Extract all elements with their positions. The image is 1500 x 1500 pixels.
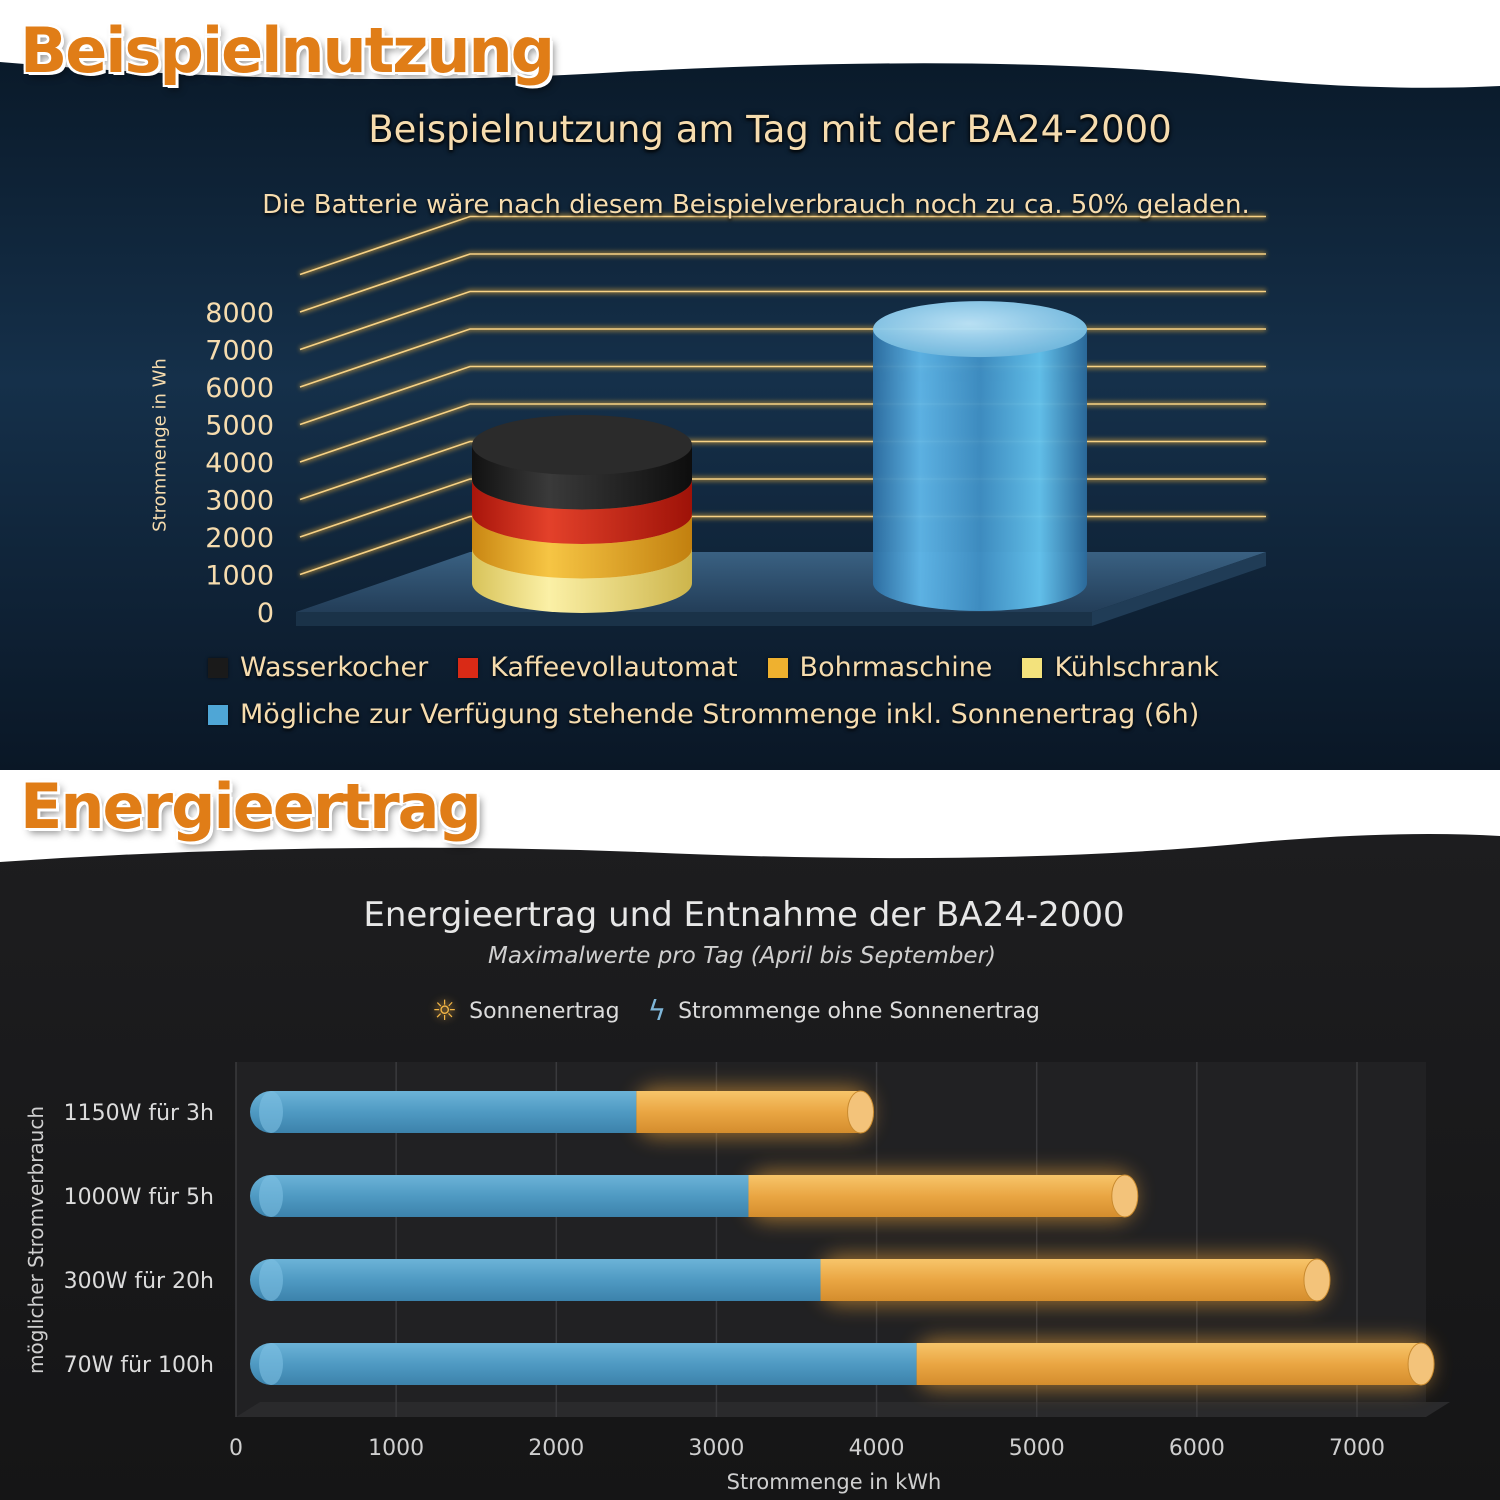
legend-swatch <box>208 657 228 678</box>
category-label: 1000W für 5h <box>64 1185 214 1210</box>
banner-yield: Energieertrag <box>20 770 482 843</box>
legend-swatch <box>767 657 788 678</box>
chart-panel-yield: 0 1000 2000 3000 4000 5000 6000 7000 1150W für 3… <box>0 770 1500 1500</box>
x-tick-label: 1000 <box>368 1436 424 1461</box>
usage-floor-edge <box>296 612 1092 626</box>
yield-plot-floor <box>236 1402 1450 1417</box>
usage-y-axis-label: Strommenge in Wh <box>149 358 171 532</box>
y-tick-label: 6000 <box>205 373 274 404</box>
y-tick-label: 1000 <box>205 561 274 592</box>
bar-segment-wasserkocher <box>472 415 692 510</box>
legend-item-strommenge: Strommenge ohne Sonnenertrag <box>678 998 1040 1024</box>
bar-cap-start <box>259 1259 283 1301</box>
bar-cap-start <box>259 1175 283 1217</box>
usage-chart-svg: 8000 7000 6000 5000 4000 3000 2000 1000 0 <box>0 62 1500 770</box>
usage-chart-title: Beispielnutzung am Tag mit der BA24-2000 <box>368 108 1172 151</box>
legend-swatch <box>208 704 228 725</box>
bar-segment-ohne-sonnenertrag <box>250 1259 821 1301</box>
legend-item: Wasserkocher <box>208 652 428 683</box>
bar-segment-ohne-sonnenertrag <box>250 1091 637 1133</box>
legend-label: Bohrmaschine <box>799 652 993 683</box>
legend-item: Mögliche zur Verfügung stehende Strommen… <box>208 699 1199 730</box>
yield-chart-svg: 0 1000 2000 3000 4000 5000 6000 7000 1150W für 3… <box>0 834 1500 1500</box>
usage-floor-side <box>1092 552 1266 626</box>
bar-cap-start <box>259 1091 283 1133</box>
x-tick-label: 3000 <box>688 1436 744 1461</box>
yield-bars <box>250 1087 1435 1389</box>
x-tick-label: 7000 <box>1329 1436 1385 1461</box>
yield-chart-subtitle: Maximalwerte pro Tag (April bis Septembe… <box>487 943 997 969</box>
yield-labels: 0 1000 2000 3000 4000 5000 6000 7000 1150W für 3… <box>64 1101 1385 1461</box>
grid-line <box>299 215 1266 276</box>
y-tick-label: 2000 <box>205 523 274 554</box>
usage-y-ticks: 8000 7000 6000 5000 4000 3000 2000 1000 0 <box>205 298 274 629</box>
category-label: 70W für 100h <box>64 1353 214 1378</box>
bar-segment-wasserkocher-top <box>472 415 692 475</box>
legend-swatch <box>458 657 479 678</box>
banner-usage: Beispielnutzung <box>20 14 555 87</box>
bar-segment-sonnenertrag <box>636 1091 861 1133</box>
legend-label: Kühlschrank <box>1054 652 1219 683</box>
bar-segment-sonnenertrag <box>820 1259 1317 1301</box>
legend-label: Kaffeevollautomat <box>490 652 738 683</box>
bar-available-energy-body <box>873 329 1087 611</box>
usage-chart-subtitle: Die Batterie wäre nach diesem Beispielve… <box>262 190 1250 220</box>
bar-segment-sonnenertrag <box>916 1343 1422 1385</box>
legend-item-sonnenertrag: Sonnenertrag <box>469 998 620 1024</box>
bar-cap-end <box>847 1090 875 1134</box>
legend-item: Bohrmaschine <box>767 652 993 683</box>
yield-chart-title: Energieertrag und Entnahme der BA24-2000 <box>363 895 1125 935</box>
chart-panel-usage: 8000 7000 6000 5000 4000 3000 2000 1000 0 Beispi… <box>0 14 1500 770</box>
yield-x-axis-label: Strommenge in kWh <box>726 1470 942 1494</box>
y-tick-label: 4000 <box>205 448 274 479</box>
legend-item: Kühlschrank <box>1022 652 1219 683</box>
x-tick-label: 5000 <box>1009 1436 1065 1461</box>
x-tick-label: 2000 <box>528 1436 584 1461</box>
x-tick-label: 4000 <box>849 1436 905 1461</box>
y-tick-label: 3000 <box>205 486 274 517</box>
yield-legend: ☼ Sonnenertrag ϟ Strommenge ohne Sonnene… <box>432 994 1040 1028</box>
grid-line <box>299 290 1266 351</box>
sun-icon: ☼ <box>432 994 458 1027</box>
x-tick-label: 0 <box>229 1436 243 1461</box>
category-label: 1150W für 3h <box>64 1101 214 1126</box>
usage-bars <box>472 301 1087 613</box>
lightning-icon: ϟ <box>647 994 667 1027</box>
y-tick-label: 0 <box>257 598 274 629</box>
category-label: 300W für 20h <box>64 1269 214 1294</box>
bar-cap-start <box>259 1343 283 1385</box>
legend-label: Wasserkocher <box>240 652 429 683</box>
bar-cap-end <box>1303 1258 1331 1302</box>
bar-segment-ohne-sonnenertrag <box>250 1343 917 1385</box>
bar-cap-end <box>1111 1174 1139 1218</box>
bar-segment-ohne-sonnenertrag <box>250 1175 749 1217</box>
legend-swatch <box>1022 657 1043 678</box>
legend-item: Kaffeevollautomat <box>458 652 738 683</box>
bar-available-energy <box>873 301 1087 611</box>
y-tick-label: 8000 <box>205 298 274 329</box>
usage-legend-row-1: Wasserkocher Kaffeevollautomat Bohrmaschin… <box>208 652 1249 683</box>
y-tick-label: 7000 <box>205 336 274 367</box>
usage-legend-row-2: Mögliche zur Verfügung stehende Strommen… <box>208 699 1229 730</box>
bar-segment-sonnenertrag <box>748 1175 1125 1217</box>
y-tick-label: 5000 <box>205 411 274 442</box>
legend-label: Mögliche zur Verfügung stehende Strommen… <box>240 699 1200 730</box>
x-tick-label: 6000 <box>1169 1436 1225 1461</box>
bar-cap-end <box>1407 1342 1435 1386</box>
bar-available-energy-top <box>873 301 1087 358</box>
grid-line <box>299 253 1266 313</box>
yield-y-axis-label: möglicher Stromverbrauch <box>24 1105 48 1375</box>
